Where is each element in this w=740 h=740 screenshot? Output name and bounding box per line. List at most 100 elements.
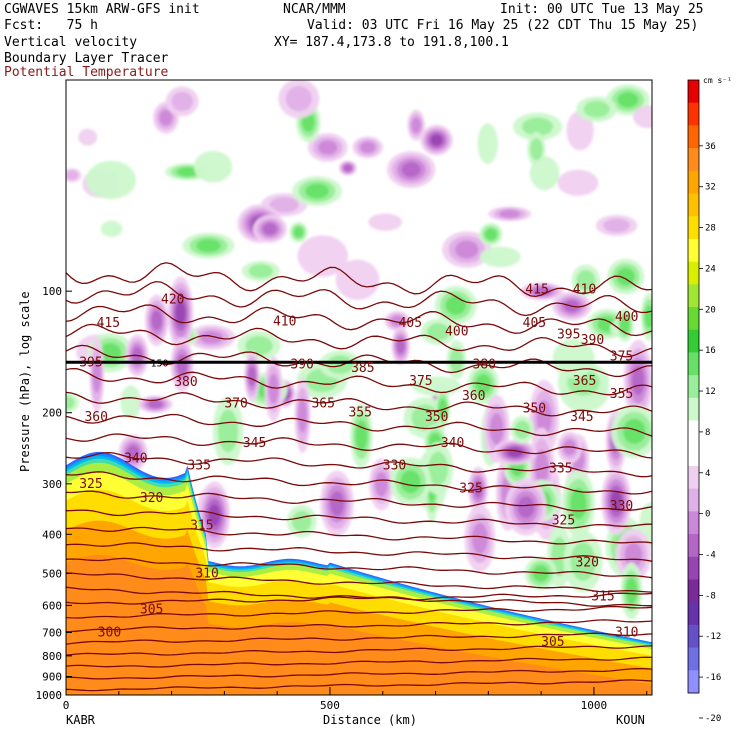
init-time: Init: 00 UTC Tue 13 May 25: [500, 2, 704, 17]
x-axis-right-station: KOUN: [616, 713, 645, 727]
colorbar-label: -20: [705, 714, 721, 724]
theta-label: 335: [187, 458, 210, 473]
colorbar-label: -16: [705, 673, 721, 683]
cross-section-endpoints: XY= 187.4,173.8 to 191.8,100.1: [274, 35, 509, 50]
theta-label: 410: [573, 282, 596, 297]
theta-label: 380: [473, 358, 496, 373]
theta-label: 325: [459, 481, 482, 496]
colorbar-swatch: [688, 352, 699, 376]
colorbar-swatch: [688, 284, 699, 308]
colorbar-swatch: [688, 193, 699, 217]
forecast-hour: Fcst: 75 h: [4, 18, 98, 33]
colorbar-swatch: [688, 375, 699, 399]
theta-label: 410: [273, 315, 296, 330]
theta-label: 370: [224, 397, 247, 412]
colorbar-swatch: [688, 488, 699, 512]
theta-label: 330: [610, 499, 633, 514]
colorbar-swatch: [688, 420, 699, 444]
theta-label: 355: [348, 406, 371, 421]
y-tick-label: 300: [42, 478, 62, 491]
theta-label: 350: [425, 410, 448, 425]
theta-label: 405: [399, 316, 422, 331]
tropopause-label: 150: [150, 358, 168, 369]
y-axis-label: Pressure (hPa), log scale: [18, 291, 32, 472]
field-vertical-velocity: Vertical velocity: [4, 35, 138, 50]
y-tick-label: 900: [42, 671, 62, 684]
theta-label: 415: [97, 316, 120, 331]
theta-label: 375: [409, 374, 432, 389]
x-axis: 0 500 1000: [63, 687, 648, 712]
colorbar-swatch: [688, 148, 699, 172]
colorbar-swatch: [688, 624, 699, 649]
theta-label: 305: [541, 635, 564, 650]
theta-label: 415: [525, 282, 548, 297]
theta-label: 315: [591, 589, 614, 604]
theta-label: 375: [610, 349, 633, 364]
colorbar-swatch: [688, 602, 699, 626]
x-tick-label: 1000: [581, 699, 608, 712]
y-tick-label: 1000: [36, 689, 63, 702]
theta-label: 400: [615, 310, 638, 325]
theta-label: 360: [462, 389, 485, 404]
x-tick-label: 500: [320, 699, 340, 712]
colorbar-swatch: [688, 443, 699, 467]
theta-label: 355: [610, 387, 633, 402]
theta-label: 350: [523, 401, 546, 416]
theta-label: 330: [383, 458, 406, 473]
colorbar-swatch: [688, 307, 699, 331]
theta-label: 365: [573, 374, 596, 389]
y-tick-label: 400: [42, 528, 62, 541]
theta-label: 315: [190, 518, 213, 533]
y-tick-label: 800: [42, 650, 62, 663]
colorbar-label: 4: [705, 469, 710, 479]
x-axis-label: Distance (km): [323, 713, 417, 727]
theta-label: 340: [124, 452, 147, 467]
theta-label: 395: [79, 355, 102, 370]
theta-label: 395: [557, 327, 580, 342]
colorbar-swatch: [688, 329, 699, 353]
colorbar-swatch: [688, 238, 699, 263]
colorbar-label: 0: [705, 510, 710, 520]
theta-label: 390: [290, 358, 313, 373]
colorbar-swatch: [688, 465, 699, 490]
plot-frame: [65, 79, 653, 696]
theta-label: 385: [351, 361, 374, 376]
colorbar-swatch: [688, 216, 699, 240]
theta-label: 335: [549, 462, 572, 477]
theta-label: 420: [161, 293, 184, 308]
theta-label: 320: [140, 491, 163, 506]
y-tick-label: 700: [42, 626, 62, 639]
theta-label: 325: [552, 514, 575, 529]
x-tick-label: 0: [63, 699, 70, 712]
colorbar-swatch: [688, 102, 699, 126]
colorbar: 36 32 28 24 20 16 12 8 4 0 -4 -8 -12 -16 -20: [687, 79, 721, 724]
colorbar-swatch: [688, 125, 699, 149]
theta-label: 300: [98, 625, 121, 640]
theta-label: 405: [523, 316, 546, 331]
colorbar-swatch: [688, 397, 699, 422]
colorbar-swatch: [688, 670, 699, 694]
theta-label: 345: [570, 410, 593, 425]
colorbar-label: 32: [705, 183, 716, 193]
colorbar-swatch: [688, 647, 699, 671]
colorbar-label: 24: [705, 264, 716, 274]
theta-label: 325: [79, 477, 102, 492]
colorbar-label: 28: [705, 224, 716, 234]
y-tick-label: 200: [42, 407, 62, 420]
theta-label: 400: [445, 325, 468, 340]
colorbar-swatch: [688, 579, 699, 603]
colorbar-swatch: [688, 511, 699, 535]
colorbar-swatch: [688, 261, 699, 285]
colorbar-swatch: [688, 534, 699, 558]
colorbar-label: 8: [705, 428, 710, 438]
theta-label: 305: [140, 603, 163, 618]
theta-label: 360: [84, 410, 107, 425]
y-tick-label: 100: [42, 285, 62, 298]
potential-temperature-contours: [66, 262, 652, 692]
theta-label: 380: [174, 375, 197, 390]
colorbar-label: -8: [705, 591, 716, 601]
colorbar-swatch: [688, 80, 699, 104]
potential-temperature-labels: 420 415 410 405 400 405 415 410 400 395 390 375 395 3…: [79, 282, 638, 650]
colorbar-label: 36: [705, 142, 716, 152]
colorbar-label: 12: [705, 387, 716, 397]
